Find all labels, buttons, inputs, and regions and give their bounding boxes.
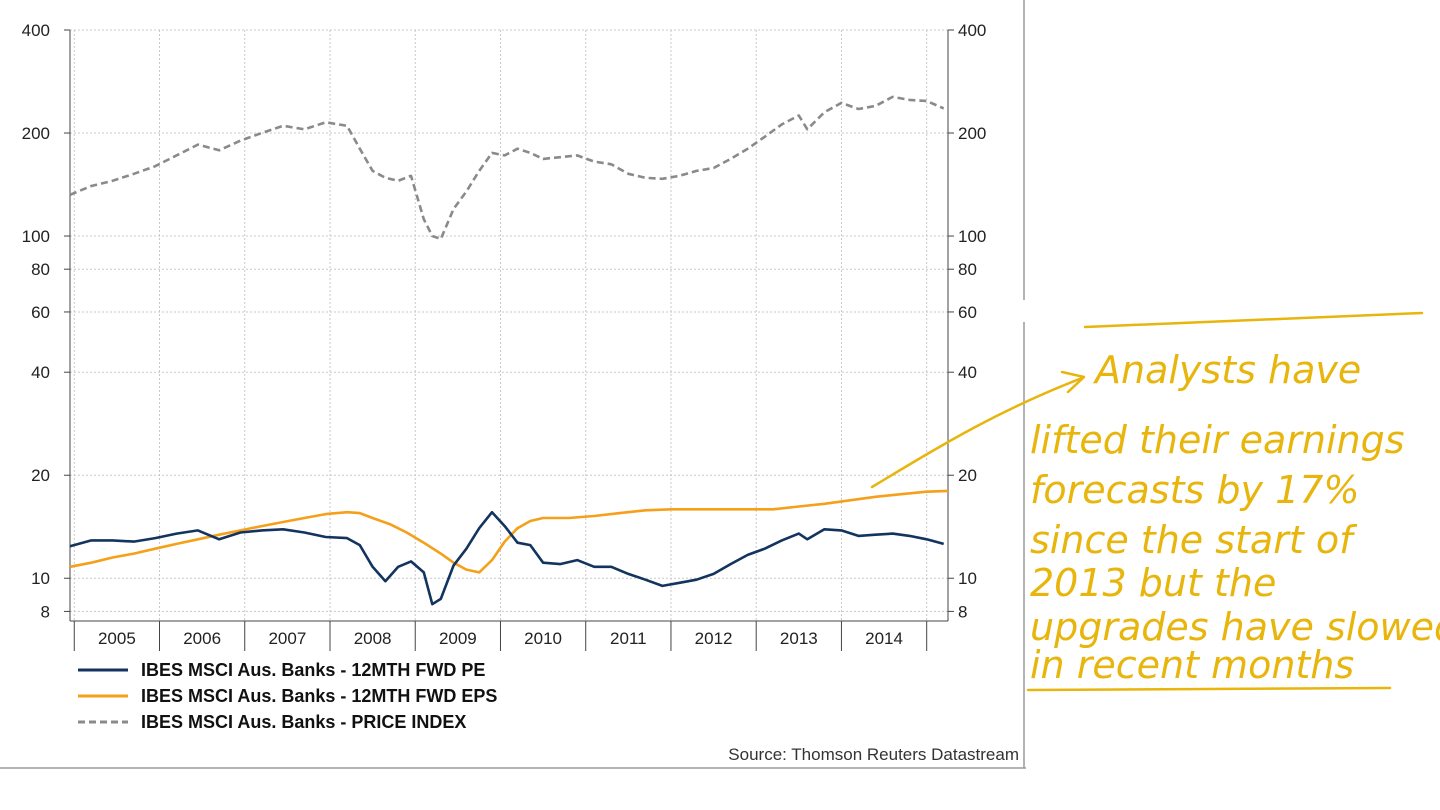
- legend-label-eps: IBES MSCI Aus. Banks - 12MTH FWD EPS: [141, 686, 497, 706]
- y-tick-label-right: 100: [958, 227, 986, 246]
- x-tick-label: 2012: [695, 629, 733, 648]
- y-tick-label-left: 100: [22, 227, 50, 246]
- y-tick-label-left: 80: [31, 260, 50, 279]
- x-tick-label: 2013: [780, 629, 818, 648]
- annotation-arrowhead: [1060, 370, 1086, 394]
- x-tick-label: 2005: [98, 629, 136, 648]
- y-axis-left-labels: 8 10 20 40 60 80 100 200 400: [22, 21, 50, 621]
- x-tick-label: 2008: [354, 629, 392, 648]
- annotation-line-2: lifted their earnings: [1030, 418, 1405, 462]
- axes: [64, 29, 954, 651]
- x-tick-label: 2007: [268, 629, 306, 648]
- x-tick-label: 2014: [865, 629, 903, 648]
- y-tick-label-left: 8: [41, 602, 50, 621]
- series-line-eps: [69, 489, 949, 574]
- y-tick-label-right: 40: [958, 363, 977, 382]
- y-tick-label-left: 10: [31, 569, 50, 588]
- y-tick-label-right: 200: [958, 124, 986, 143]
- series-line-pe: [69, 510, 945, 606]
- y-tick-label-right: 20: [958, 466, 977, 485]
- x-tick-label: 2010: [524, 629, 562, 648]
- annotation-line-4: since the start of: [1030, 518, 1358, 562]
- y-tick-label-right: 80: [958, 260, 977, 279]
- y-tick-label-left: 60: [31, 303, 50, 322]
- handwritten-annotation: Analysts have lifted their earnings fore…: [870, 311, 1440, 692]
- annotation-line-5: 2013 but the: [1030, 561, 1276, 605]
- y-tick-label-right: 60: [958, 303, 977, 322]
- y-tick-label-right: 8: [958, 602, 967, 621]
- annotation-line-7: in recent months: [1030, 643, 1354, 687]
- legend-label-price: IBES MSCI Aus. Banks - PRICE INDEX: [141, 712, 466, 732]
- x-axis-labels: 2005 2006 2007 2008 2009 2010 2011 2012 2013 2014: [98, 629, 903, 648]
- annotation-underline: [1026, 686, 1392, 692]
- annotation-top-line: [1083, 311, 1424, 329]
- legend: IBES MSCI Aus. Banks - 12MTH FWD PE IBES …: [78, 660, 497, 732]
- annotation-line-6: upgrades have slowed: [1030, 605, 1440, 649]
- x-tick-label: 2011: [610, 629, 647, 648]
- y-tick-label-left: 200: [22, 124, 50, 143]
- y-tick-label-left: 40: [31, 363, 50, 382]
- series-lines: [69, 95, 949, 606]
- y-tick-label-left: 20: [31, 466, 50, 485]
- legend-label-pe: IBES MSCI Aus. Banks - 12MTH FWD PE: [141, 660, 485, 680]
- source-note: Source: Thomson Reuters Datastream: [728, 745, 1019, 764]
- y-axis-right-labels: 8 10 20 40 60 80 100 200 400: [958, 21, 986, 621]
- x-tick-label: 2009: [439, 629, 477, 648]
- annotation-arrow: [870, 376, 1084, 489]
- y-tick-label-right: 400: [958, 21, 986, 40]
- annotation-line-1: Analysts have: [1092, 348, 1361, 392]
- gridlines: [70, 29, 948, 621]
- x-tick-label: 2006: [183, 629, 221, 648]
- annotation-line-3: forecasts by 17%: [1030, 468, 1360, 512]
- y-tick-label-right: 10: [958, 569, 977, 588]
- series-line-price: [69, 95, 945, 241]
- y-tick-label-left: 400: [22, 21, 50, 40]
